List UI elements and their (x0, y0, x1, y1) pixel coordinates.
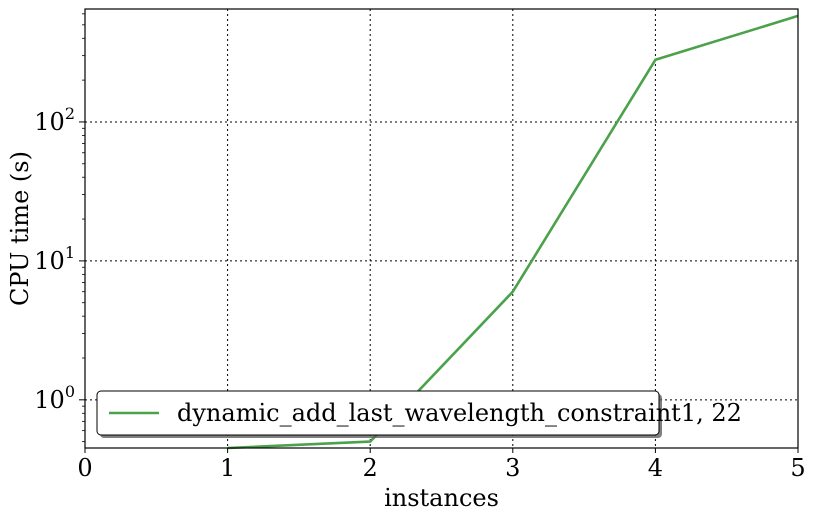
grid-lines (85, 9, 798, 448)
legend: dynamic_add_last_wavelength_constraint1,… (96, 390, 742, 438)
y-tick-label: 100 (34, 382, 75, 414)
x-tick-label: 5 (790, 454, 805, 482)
x-axis-ticks: 0 1 2 3 4 5 (77, 448, 806, 482)
x-tick-label: 4 (648, 454, 663, 482)
legend-box (96, 390, 660, 436)
x-tick-label: 1 (220, 454, 235, 482)
y-tick-label: 102 (34, 104, 75, 136)
x-axis-label: instances (384, 484, 499, 512)
x-tick-label: 0 (77, 454, 92, 482)
series-line (227, 14, 799, 450)
y-axis-label: CPU time (s) (6, 151, 34, 306)
plot-frame (84, 8, 799, 449)
x-tick-label: 3 (505, 454, 520, 482)
y-tick-label: 101 (34, 243, 75, 275)
series-layer (227, 14, 799, 450)
y-axis-ticks: 100 101 102 (34, 13, 85, 443)
x-tick-label: 2 (363, 454, 378, 482)
legend-label: dynamic_add_last_wavelength_constraint1,… (177, 399, 742, 427)
